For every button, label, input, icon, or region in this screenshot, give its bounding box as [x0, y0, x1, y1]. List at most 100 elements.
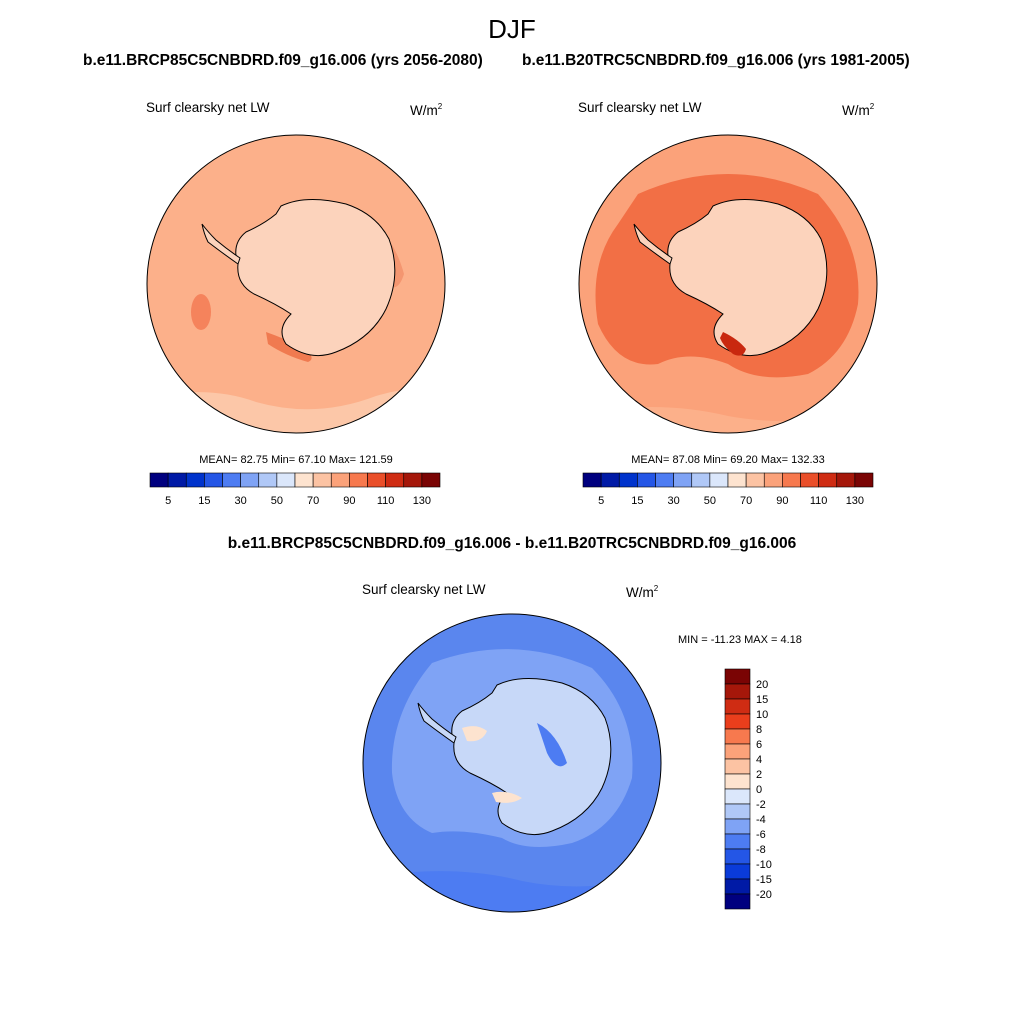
colorbar-tick-label: 8 — [756, 724, 762, 736]
colorbar-swatch — [709, 472, 729, 488]
colorbar-swatch — [727, 472, 747, 488]
left-variable-label: Surf clearsky net LW — [146, 100, 270, 115]
colorbar-swatch — [782, 472, 801, 488]
colorbar-tick-label: 5 — [598, 495, 604, 507]
colorbar-swatch — [724, 893, 751, 910]
colorbar-swatch — [763, 472, 783, 488]
colorbar-swatch — [724, 698, 751, 715]
colorbar-tick-label: 30 — [668, 495, 680, 507]
colorbar-swatch — [724, 833, 751, 850]
colorbar-swatch — [185, 472, 205, 488]
right-map — [578, 134, 878, 434]
colorbar-swatch — [724, 758, 751, 775]
colorbar-swatch — [724, 683, 751, 700]
colorbar-tick-label: -2 — [756, 799, 766, 811]
colorbar-tick-label: 0 — [756, 784, 762, 796]
colorbar-tick-label: 4 — [756, 754, 762, 766]
colorbar-tick-label: 110 — [377, 495, 395, 507]
left-units: W/m2 — [410, 102, 442, 118]
colorbar-swatch — [724, 848, 751, 865]
right-case-title: b.e11.B20TRC5CNBDRD.f09_g16.006 (yrs 198… — [522, 52, 910, 69]
colorbar-tick-label: 130 — [846, 495, 864, 507]
colorbar-swatch — [724, 773, 751, 790]
right-peninsula-high — [720, 332, 746, 356]
colorbar-swatch — [240, 472, 260, 488]
colorbar-swatch — [724, 863, 751, 880]
right-units-base: W/m — [842, 103, 870, 118]
left-peninsula — [201, 223, 241, 265]
left-map — [146, 134, 446, 434]
colorbar-swatch — [167, 472, 187, 488]
colorbar-tick-label: 70 — [740, 495, 752, 507]
colorbar-tick-label: 70 — [307, 495, 319, 507]
colorbar-swatch — [724, 818, 751, 835]
colorbar-swatch — [637, 472, 656, 488]
colorbar-swatch — [403, 472, 423, 488]
colorbar-swatch — [673, 472, 693, 488]
colorbar-swatch — [836, 472, 856, 488]
colorbar-swatch — [294, 472, 314, 488]
colorbar-swatch — [691, 472, 711, 488]
colorbar-tick-label: 130 — [413, 495, 431, 507]
colorbar-swatch — [745, 472, 765, 488]
diff-map-border — [362, 613, 662, 913]
right-colorbar: 5 15 30 50 70 90 110 130 — [582, 472, 874, 507]
right-units: W/m2 — [842, 102, 874, 118]
colorbar-tick-label: 90 — [776, 495, 788, 507]
colorbar-swatch — [655, 472, 674, 488]
colorbar-swatch — [600, 472, 620, 488]
colorbar-swatch — [258, 472, 278, 488]
colorbar-swatch — [367, 472, 386, 488]
diff-case-title: b.e11.BRCP85C5CNBDRD.f09_g16.006 - b.e11… — [227, 535, 797, 552]
colorbar-swatch — [724, 743, 751, 760]
colorbar-tick-label: 50 — [704, 495, 716, 507]
diff-minmax: MIN = -11.23 MAX = 4.18 — [678, 634, 802, 646]
colorbar-swatch — [421, 472, 441, 488]
colorbar-swatch — [385, 472, 405, 488]
colorbar-swatch — [276, 472, 296, 488]
colorbar-tick-label: 110 — [810, 495, 828, 507]
colorbar-tick-label: 2 — [756, 769, 762, 781]
diff-positive-patch — [462, 726, 487, 742]
left-antarctica — [235, 198, 396, 357]
right-antarctica — [667, 198, 828, 357]
diff-map — [362, 613, 662, 913]
diff-peninsula — [417, 702, 457, 744]
diff-antarctica — [451, 677, 612, 836]
colorbar-swatch — [800, 472, 819, 488]
colorbar-swatch — [724, 803, 751, 820]
left-stats: MEAN= 82.75 Min= 67.10 Max= 121.59 — [199, 454, 393, 466]
left-units-base: W/m — [410, 103, 438, 118]
colorbar-swatch — [818, 472, 838, 488]
colorbar-swatch — [330, 472, 350, 488]
colorbar-swatch — [149, 472, 169, 488]
diff-variable-label: Surf clearsky net LW — [362, 582, 486, 597]
colorbar-tick-label: -8 — [756, 844, 766, 856]
colorbar-tick-label: -15 — [756, 874, 772, 886]
colorbar-tick-label: 15 — [198, 495, 210, 507]
colorbar-tick-label: 20 — [756, 679, 768, 691]
colorbar-tick-label: 15 — [631, 495, 643, 507]
right-units-exp: 2 — [869, 102, 875, 111]
colorbar-tick-label: -20 — [756, 889, 772, 901]
diff-units-exp: 2 — [653, 584, 659, 593]
colorbar-swatch — [582, 472, 602, 488]
colorbar-tick-label: -10 — [756, 859, 772, 871]
diff-negative-patch — [537, 723, 567, 767]
colorbar-swatch — [854, 472, 874, 488]
right-peninsula — [633, 223, 673, 265]
left-peninsula-high — [266, 332, 312, 362]
right-map-border — [578, 134, 878, 434]
diff-units: W/m2 — [626, 584, 658, 600]
season-title: DJF — [488, 14, 536, 44]
left-units-exp: 2 — [437, 102, 443, 111]
colorbar-swatch — [724, 728, 751, 745]
colorbar-tick-label: 15 — [756, 694, 768, 706]
left-case-title: b.e11.BRCP85C5CNBDRD.f09_g16.006 (yrs 20… — [83, 52, 483, 69]
right-stats: MEAN= 87.08 Min= 69.20 Max= 132.33 — [631, 454, 825, 466]
colorbar-swatch — [724, 878, 751, 895]
colorbar-swatch — [204, 472, 223, 488]
left-colorbar: 5 15 30 50 70 90 110 130 — [149, 472, 441, 507]
colorbar-tick-label: -4 — [756, 814, 766, 826]
